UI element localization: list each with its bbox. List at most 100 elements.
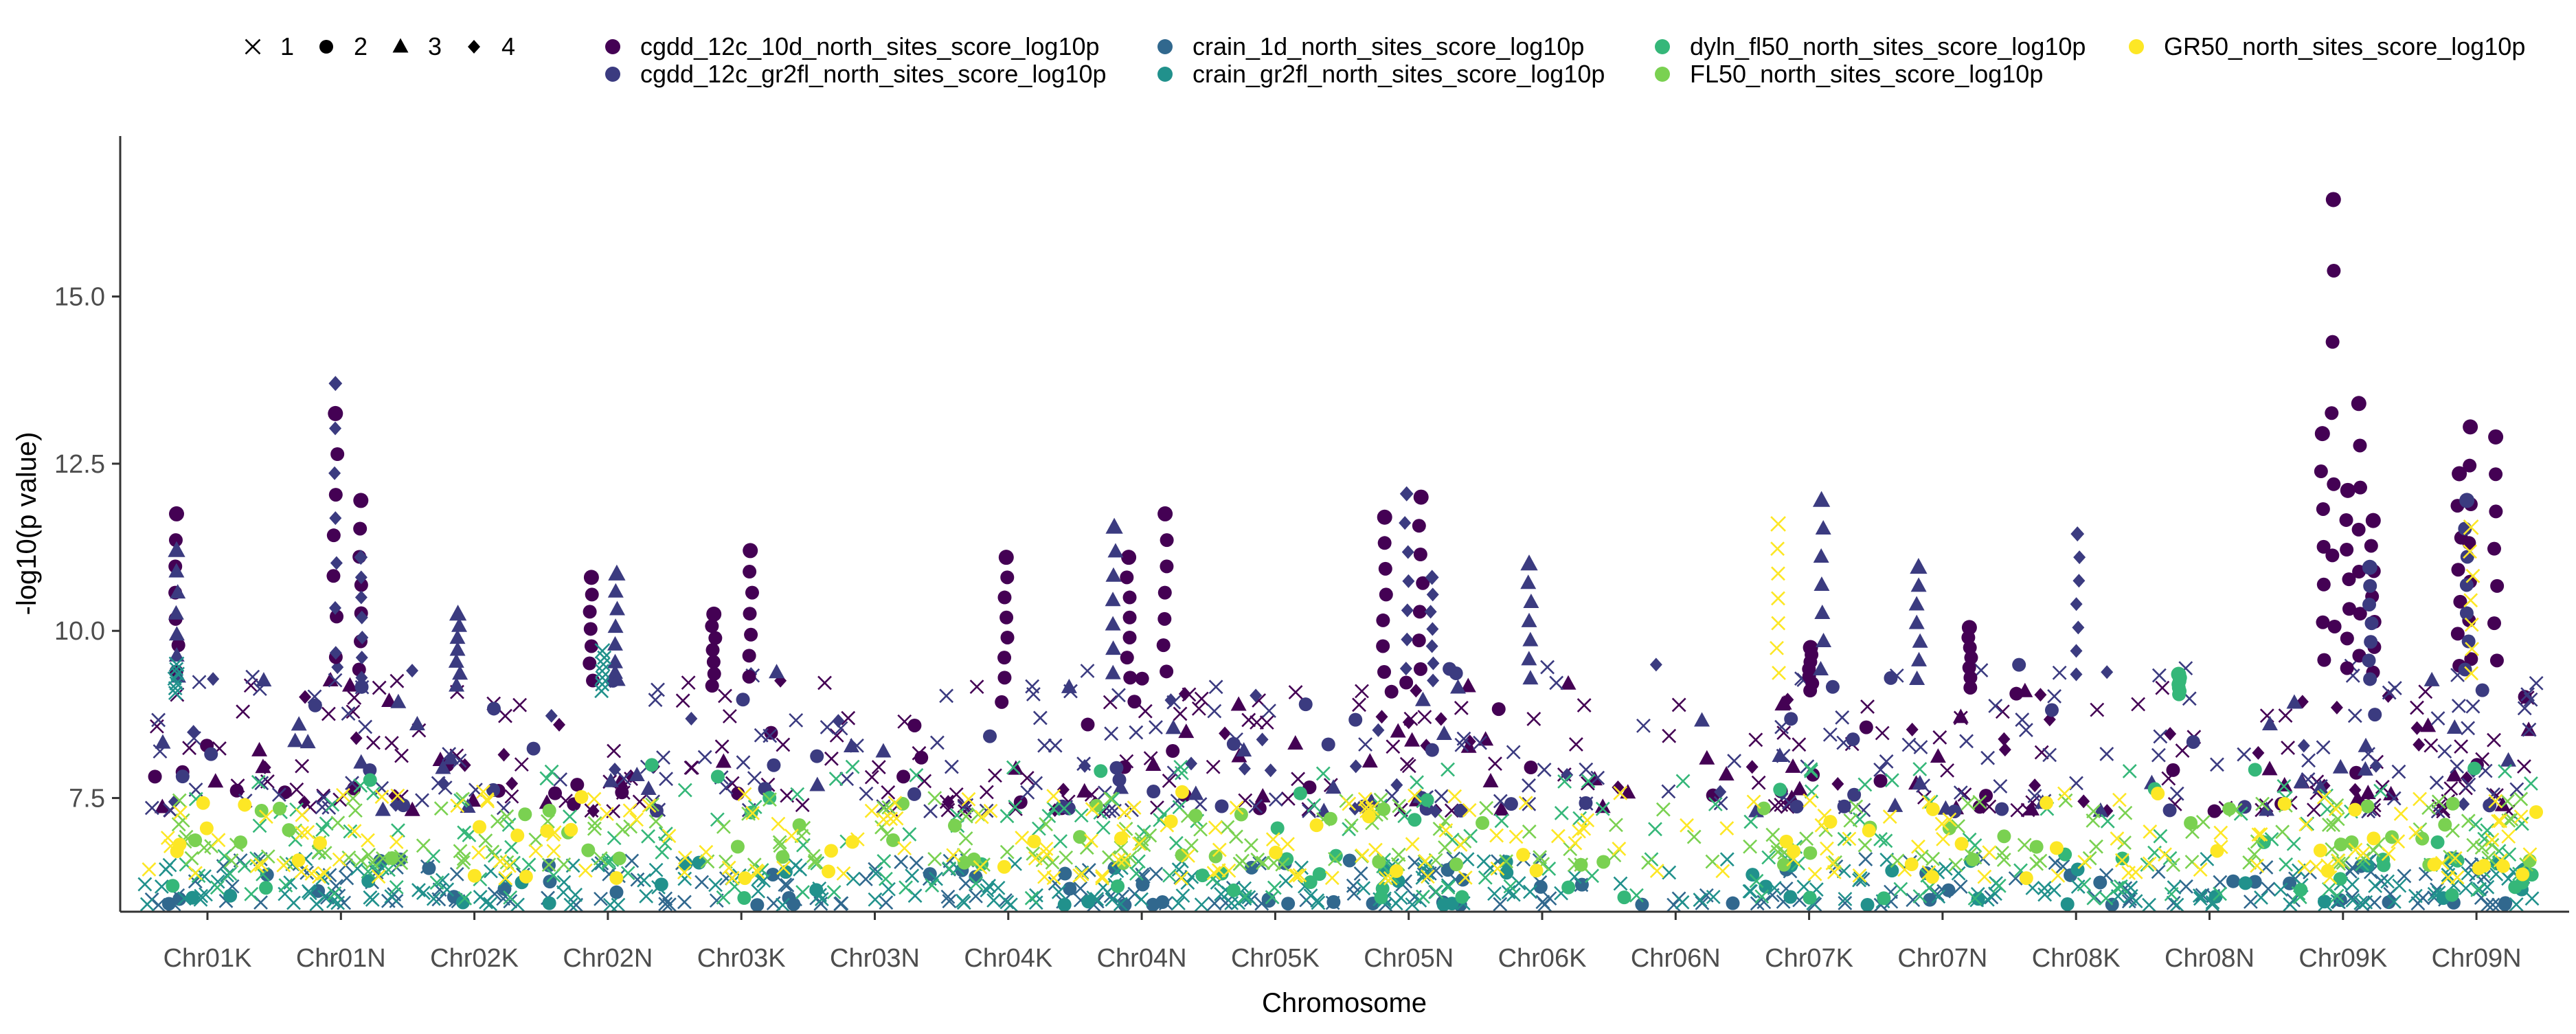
data-point (2029, 778, 2042, 793)
series-legend-swatch (1655, 67, 1670, 82)
data-point (1312, 867, 1326, 881)
data-point (2112, 792, 2127, 807)
data-point (1399, 662, 1412, 676)
peak-point (1770, 516, 1786, 532)
x-axis-title: Chromosome (1262, 988, 1427, 1018)
data-point (2443, 849, 2457, 864)
data-point (350, 861, 365, 876)
data-point (1143, 751, 1158, 766)
data-point (1026, 846, 1041, 861)
data-point (2151, 748, 2166, 763)
data-point (1105, 791, 1120, 807)
data-point (498, 708, 512, 723)
x-tick-label: Chr04K (964, 944, 1052, 973)
peak-point (608, 564, 626, 581)
data-point (1048, 738, 1063, 753)
data-point (1516, 848, 1530, 862)
data-point (796, 820, 811, 835)
data-point (958, 809, 973, 824)
data-point (1157, 611, 1172, 626)
data-point (594, 684, 609, 699)
data-point (1906, 892, 1921, 908)
data-point (1165, 719, 1182, 734)
data-point (503, 890, 518, 905)
data-point (2466, 838, 2481, 853)
data-point (958, 831, 973, 846)
data-point (2057, 786, 2072, 801)
data-point (2358, 737, 2374, 752)
data-point (828, 772, 844, 786)
data-point (2121, 894, 2136, 909)
data-point (389, 835, 404, 849)
data-point (607, 583, 624, 598)
data-point (223, 866, 238, 881)
data-point (1220, 820, 1235, 835)
data-point (1113, 779, 1129, 794)
data-point (2353, 895, 2369, 910)
data-point (2331, 853, 2346, 868)
data-point (493, 854, 508, 868)
data-point (1391, 847, 1406, 862)
data-point (710, 769, 725, 784)
data-point (1529, 864, 1544, 878)
data-point (244, 886, 259, 901)
data-point (879, 827, 894, 842)
data-point (2450, 759, 2465, 774)
peak-point (2351, 396, 2366, 412)
series-legend-label: cgdd_12c_10d_north_sites_score_log10p (640, 32, 1100, 60)
data-point (1518, 796, 1533, 811)
data-point (1122, 630, 1137, 644)
data-point (394, 855, 409, 870)
data-point (354, 590, 368, 605)
data-point (355, 651, 368, 665)
data-point (2162, 803, 2177, 818)
data-point (1057, 897, 1072, 912)
data-point (480, 794, 495, 809)
data-point (578, 863, 593, 878)
data-point (175, 813, 190, 828)
data-point (1429, 804, 1442, 818)
series-legend-label: cgdd_12c_gr2fl_north_sites_score_log10p (640, 60, 1106, 88)
data-point (721, 860, 736, 875)
data-point (504, 840, 519, 855)
data-point (2485, 832, 2500, 847)
data-point (1887, 797, 1903, 812)
data-point (1344, 818, 1359, 833)
data-point (2465, 699, 2481, 714)
data-point (751, 884, 766, 899)
data-point (744, 627, 758, 642)
data-point (1358, 737, 1372, 752)
data-point (2345, 877, 2360, 892)
data-point (499, 809, 515, 824)
data-point (917, 774, 932, 789)
data-point (347, 824, 362, 839)
data-point (2437, 744, 2452, 759)
data-point (363, 890, 378, 905)
data-point (2164, 886, 2179, 901)
data-point (2509, 782, 2524, 797)
data-point (223, 888, 238, 903)
data-point (1074, 866, 1089, 881)
data-point (2301, 772, 2316, 787)
data-point (354, 578, 368, 592)
data-point (2049, 841, 2064, 855)
data-point (909, 855, 924, 870)
data-point (163, 839, 178, 853)
data-point (859, 786, 874, 801)
data-point (841, 710, 856, 726)
data-point (1293, 786, 1307, 800)
data-point (2465, 642, 2479, 657)
data-point (2325, 335, 2340, 349)
data-point (1278, 873, 1293, 888)
data-point (521, 857, 536, 873)
series-legend-item: GR50_north_sites_score_log10p (2129, 32, 2525, 60)
data-point (1524, 761, 1538, 775)
data-point (1523, 884, 1537, 899)
data-point (1857, 838, 1873, 853)
x-tick-label: Chr07N (1897, 944, 1987, 973)
data-point (705, 619, 719, 633)
data-point (1118, 898, 1132, 912)
data-point (1756, 801, 1771, 816)
data-point (1160, 818, 1175, 833)
data-point (455, 855, 471, 870)
